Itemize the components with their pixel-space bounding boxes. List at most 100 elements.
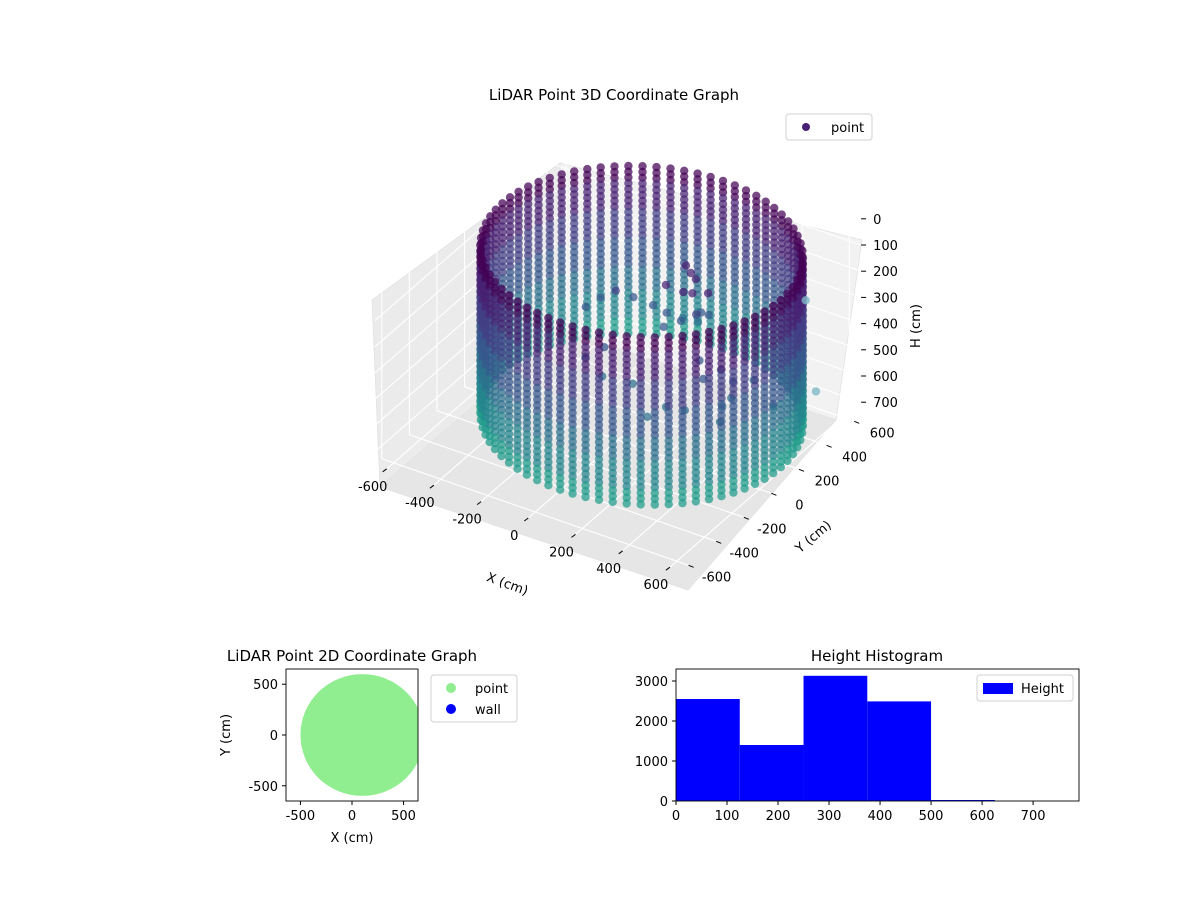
data-point	[622, 458, 631, 468]
y-tick-label-2d: -500	[248, 780, 278, 795]
data-point	[544, 475, 553, 484]
data-point	[750, 399, 760, 408]
data-point	[622, 412, 631, 422]
data-point	[770, 244, 779, 253]
data-point	[522, 309, 532, 318]
data-point	[498, 251, 507, 260]
data-point	[769, 394, 778, 403]
data-point	[717, 353, 726, 362]
data-point	[594, 484, 604, 493]
data-point	[583, 182, 592, 191]
data-point	[581, 325, 590, 334]
data-point	[761, 260, 770, 270]
data-point	[761, 289, 770, 299]
data-point	[652, 162, 661, 172]
x-tick-label-hist: 0	[672, 809, 680, 824]
data-point	[490, 381, 500, 390]
data-point	[730, 192, 739, 202]
ylabel-2d: Y (cm)	[219, 714, 234, 757]
data-point	[776, 307, 785, 316]
data-point	[760, 324, 769, 334]
data-point	[741, 255, 751, 264]
y-tick-label-hist: 2000	[635, 715, 668, 730]
data-point	[741, 272, 751, 281]
data-point	[524, 205, 533, 214]
data-point	[544, 469, 553, 478]
z-tick-label: 200	[873, 265, 898, 280]
data-point	[513, 372, 522, 381]
data-point	[691, 439, 701, 448]
data-point	[514, 199, 523, 208]
data-point	[568, 443, 577, 452]
data-point	[750, 416, 760, 425]
data-point	[718, 188, 728, 197]
data-point	[570, 288, 579, 297]
data-point	[596, 278, 605, 287]
data-point	[594, 403, 604, 412]
data-point	[594, 374, 604, 383]
data-point	[608, 480, 617, 489]
data-point	[596, 249, 605, 259]
data-point	[760, 370, 769, 380]
data-point	[761, 226, 770, 235]
data-point	[533, 337, 542, 346]
y-tick-mark	[716, 540, 722, 544]
z-tick-label: 700	[873, 396, 898, 411]
data-point	[624, 300, 633, 309]
data-point	[680, 276, 689, 285]
data-point	[718, 257, 728, 266]
data-point	[760, 359, 769, 368]
data-point	[513, 401, 522, 410]
data-point	[741, 261, 751, 270]
data-point	[679, 287, 688, 297]
data-point	[596, 226, 605, 235]
data-point	[776, 324, 785, 334]
data-point	[490, 444, 500, 454]
data-point	[769, 313, 778, 322]
data-point	[652, 237, 661, 247]
data-point	[798, 261, 807, 270]
data-point	[624, 311, 633, 320]
data-point	[678, 418, 687, 427]
data-point	[504, 343, 514, 352]
data-point	[706, 213, 715, 222]
data-point	[643, 412, 652, 421]
data-point	[706, 190, 715, 199]
data-point	[752, 278, 761, 287]
data-point	[776, 399, 785, 408]
data-point	[610, 202, 619, 211]
data-point-outlier	[801, 296, 810, 305]
data-point	[583, 228, 592, 237]
data-point	[490, 295, 500, 304]
data-point	[533, 326, 542, 335]
data-point	[638, 202, 647, 211]
data-point	[729, 471, 738, 480]
z-tick-label: 500	[873, 344, 898, 359]
data-point	[678, 481, 687, 490]
data-point	[678, 389, 687, 398]
data-point	[498, 245, 507, 254]
x-tick-mark	[382, 468, 388, 473]
data-point	[608, 336, 617, 345]
data-point	[497, 399, 506, 409]
data-point	[490, 335, 500, 344]
data-point	[760, 393, 769, 403]
data-point	[740, 392, 749, 401]
data-point	[769, 405, 778, 414]
data-point	[622, 360, 631, 370]
data-point	[583, 216, 592, 226]
data-point	[706, 241, 715, 251]
data-point	[581, 487, 590, 496]
data-point	[717, 417, 726, 426]
data-point	[760, 376, 769, 385]
data-point	[752, 295, 761, 304]
data-point	[783, 399, 792, 408]
data-point	[608, 486, 617, 495]
data-point	[524, 199, 533, 209]
data-point	[581, 394, 590, 404]
z-tick-label: 400	[873, 318, 898, 333]
histogram-bar	[803, 675, 868, 801]
data-point	[652, 249, 661, 258]
data-point	[664, 332, 673, 342]
data-point	[596, 169, 605, 178]
